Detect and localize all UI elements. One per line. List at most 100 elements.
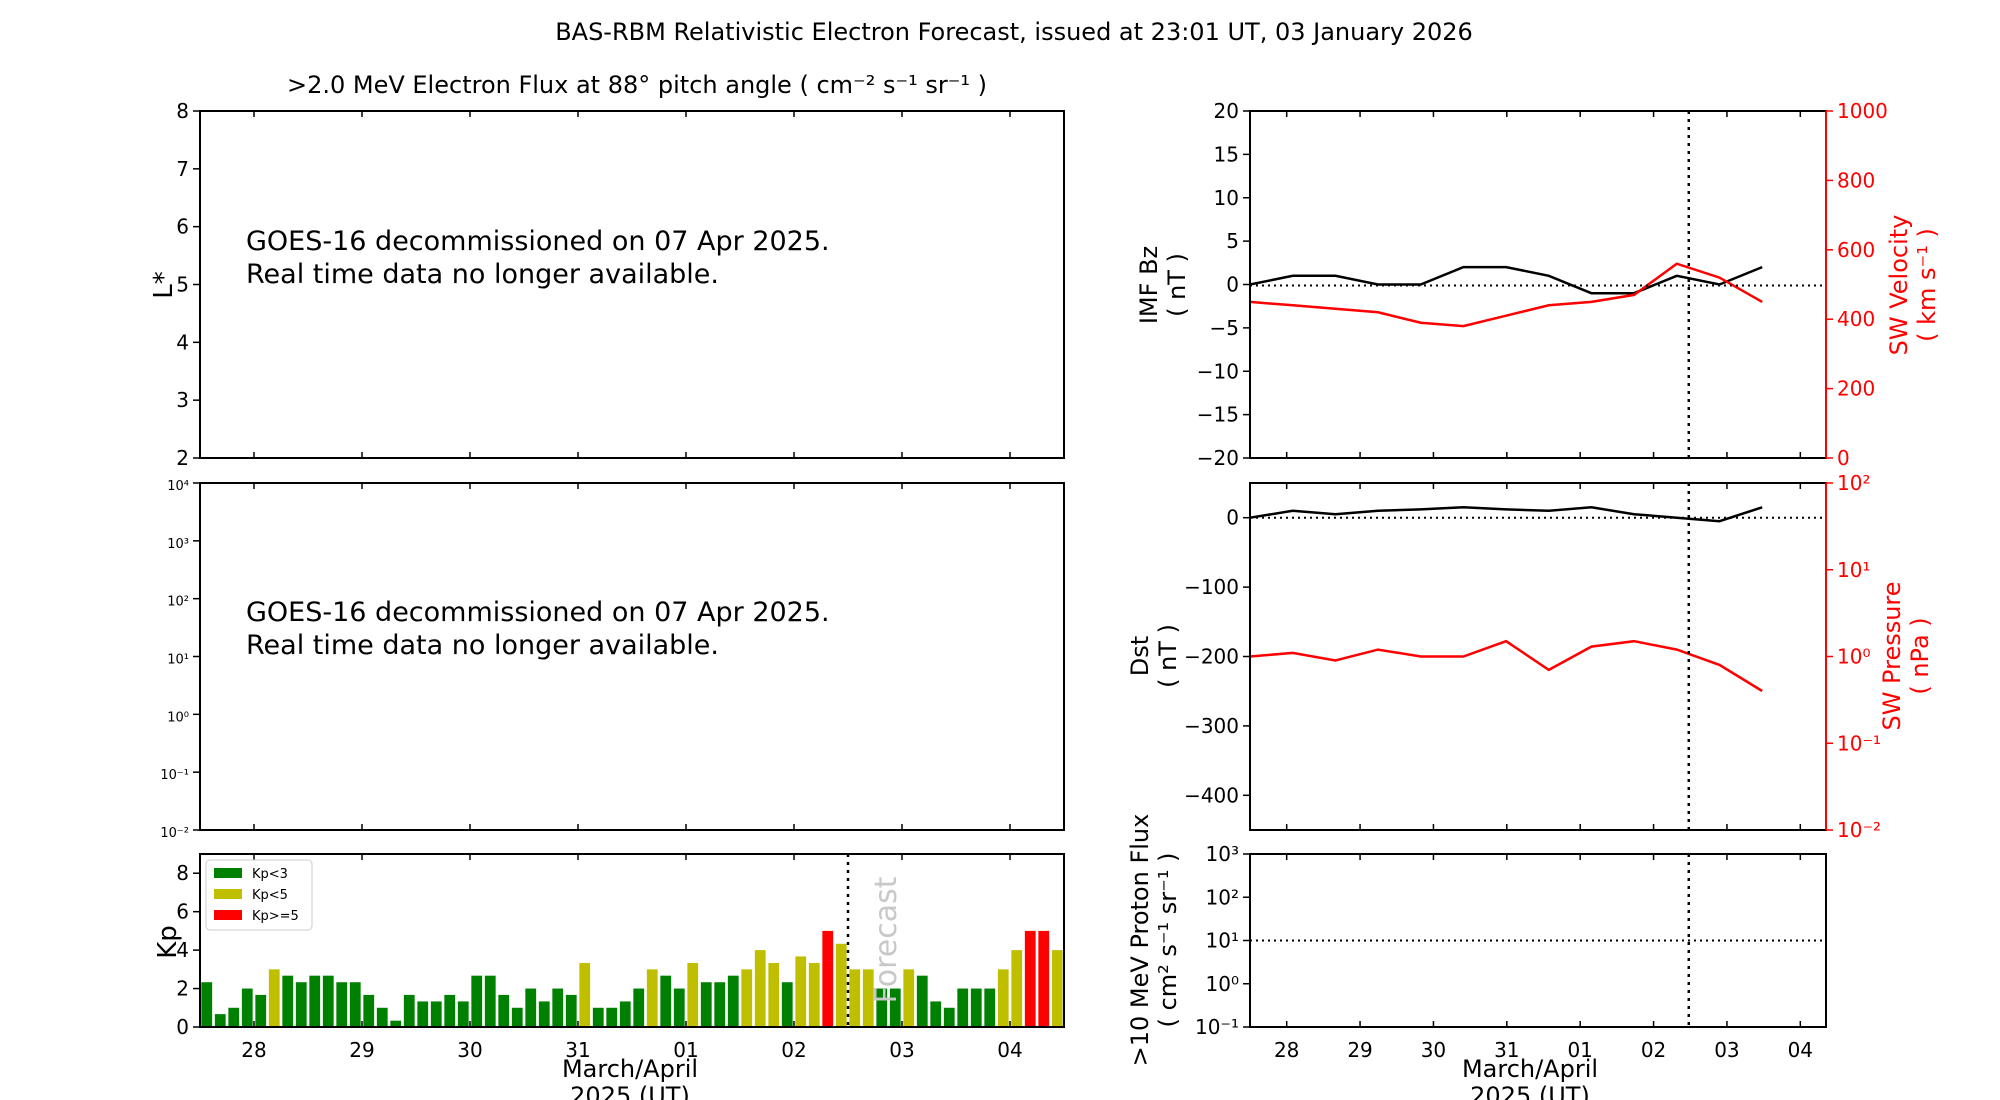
kp-bar <box>768 962 780 1027</box>
kp-ytick-label: 0 <box>176 1015 189 1039</box>
flux-notice-line1: GOES-16 decommissioned on 07 Apr 2025. <box>246 597 830 628</box>
dst-ytick-label: −200 <box>1184 645 1239 669</box>
kp-ytick-label: 8 <box>176 861 189 885</box>
kp-bar <box>255 994 267 1027</box>
right-xlabel-line1: March/April <box>1462 1055 1598 1083</box>
lstar-ytick-label: 5 <box>176 273 189 297</box>
kp-legend-swatch-mid <box>214 889 242 899</box>
imf-bz-line <box>1249 265 1763 295</box>
lstar-notice-line2: Real time data no longer available. <box>246 259 720 290</box>
imf-ytick-label: −20 <box>1197 446 1239 470</box>
right-xlabel-line2: 2025 (UT) <box>1470 1082 1590 1100</box>
kp-bar <box>619 1001 631 1027</box>
dst-ytick-label: 0 <box>1226 506 1239 530</box>
proton-panel: 10⁻¹ 10⁰ 10¹ 10² 10³ 28 29 30 31 01 02 03 04 >10 Me… <box>1126 814 1827 1100</box>
imf-right-ytick-label: 600 <box>1837 238 1875 262</box>
dst-right-ytick-label: 10⁰ <box>1837 645 1870 669</box>
kp-bar <box>376 1007 388 1027</box>
sw-velocity-line <box>1249 262 1763 328</box>
lstar-ytick-label: 7 <box>176 157 189 181</box>
kp-bar <box>363 994 375 1027</box>
kp-bar <box>916 975 928 1027</box>
x-tick-label: 29 <box>349 1038 374 1062</box>
imf-ytick-label: 20 <box>1214 99 1239 123</box>
kp-bar <box>781 982 793 1027</box>
kp-bar <box>268 969 280 1027</box>
x-tick-label: 28 <box>241 1038 266 1062</box>
lstar-ytick-label: 2 <box>176 446 189 470</box>
imf-ylabel-left-line1: IMF Bz <box>1135 246 1163 324</box>
kp-bar <box>862 969 874 1027</box>
imf-right-ytick-label: 400 <box>1837 307 1875 331</box>
imf-ytick-label: 10 <box>1214 186 1239 210</box>
kp-bar <box>727 975 739 1027</box>
kp-bar <box>457 1001 469 1027</box>
imf-ytick-label: −5 <box>1210 316 1239 340</box>
kp-bar <box>930 1001 942 1027</box>
flux-ytick-label: 10⁻¹ <box>160 768 189 783</box>
x-tick-label: 04 <box>997 1038 1022 1062</box>
dst-line <box>1249 506 1763 523</box>
kp-bar <box>592 1007 604 1027</box>
imf-ylabel-right-line2: ( km s⁻¹ ) <box>1913 228 1941 342</box>
kp-bar <box>849 969 861 1027</box>
kp-bar <box>403 994 415 1027</box>
flux-ytick-label: 10³ <box>167 537 189 552</box>
kp-bar <box>606 1007 618 1027</box>
figure-title: BAS-RBM Relativistic Electron Forecast, … <box>555 18 1473 46</box>
kp-bar <box>565 994 577 1027</box>
kp-bar <box>282 975 294 1027</box>
x-tick-label: 30 <box>1421 1038 1446 1062</box>
sw-pressure-line <box>1249 639 1763 693</box>
lstar-notice: GOES-16 decommissioned on 07 Apr 2025. R… <box>246 225 830 291</box>
imf-panel: −20 −15 −10 −5 0 5 10 15 20 0 200 400 600 800 1000 IM… <box>1135 99 1941 470</box>
kp-legend-label-high: Kp>=5 <box>252 909 299 924</box>
kp-bar <box>201 982 213 1027</box>
kp-bar <box>552 988 564 1027</box>
left-xlabel-line1: March/April <box>562 1055 698 1083</box>
kp-bar <box>795 956 807 1027</box>
flux-panel: 10⁻² 10⁻¹ 10⁰ 10¹ 10² 10³ 10⁴ <box>160 479 1065 841</box>
dst-ylabel-right-line1: SW Pressure <box>1878 581 1906 730</box>
proton-ytick-label: 10³ <box>1206 842 1239 866</box>
kp-bar <box>741 969 753 1027</box>
imf-right-ytick-label: 800 <box>1837 168 1875 192</box>
imf-ytick-label: 15 <box>1214 142 1239 166</box>
imf-right-ytick-label: 0 <box>1837 446 1850 470</box>
dst-plot-area <box>1249 482 1827 831</box>
kp-bar <box>943 1007 955 1027</box>
kp-bar <box>241 988 253 1027</box>
kp-bar <box>309 975 321 1027</box>
kp-bar <box>214 1014 226 1027</box>
kp-legend: Kp<3 Kp<5 Kp>=5 <box>205 859 313 931</box>
dst-ytick-label: −400 <box>1184 783 1239 807</box>
kp-plot-area <box>199 853 1065 1028</box>
x-tick-label: 03 <box>889 1038 914 1062</box>
imf-ytick-label: 5 <box>1226 229 1239 253</box>
kp-bar <box>390 1020 402 1027</box>
proton-ytick-label: 10² <box>1206 885 1239 909</box>
proton-ytick-label: 10⁰ <box>1206 972 1239 996</box>
lstar-ylabel: L* <box>149 271 179 299</box>
kp-bar <box>835 943 847 1027</box>
lstar-ytick-label: 8 <box>176 99 189 123</box>
flux-ytick-label: 10⁰ <box>167 710 189 725</box>
imf-ylabel-left-line2: ( nT ) <box>1163 253 1191 317</box>
x-tick-label: 02 <box>1641 1038 1666 1062</box>
flux-notice-line2: Real time data no longer available. <box>246 630 720 661</box>
kp-legend-label-mid: Kp<5 <box>252 888 288 903</box>
imf-ytick-label: 0 <box>1226 273 1239 297</box>
flux-ytick-label: 10¹ <box>167 653 189 668</box>
imf-right-ytick-label: 200 <box>1837 377 1875 401</box>
kp-bar <box>633 988 645 1027</box>
kp-bar <box>525 988 537 1027</box>
kp-bar <box>1011 950 1023 1027</box>
proton-ylabel-line1: >10 MeV Proton Flux <box>1126 814 1154 1067</box>
kp-bar <box>876 988 888 1027</box>
imf-ylabel-right-line1: SW Velocity <box>1885 215 1913 356</box>
x-tick-label: 02 <box>781 1038 806 1062</box>
kp-bar <box>430 1001 442 1027</box>
kp-bar <box>687 962 699 1027</box>
x-tick-label: 03 <box>1714 1038 1739 1062</box>
